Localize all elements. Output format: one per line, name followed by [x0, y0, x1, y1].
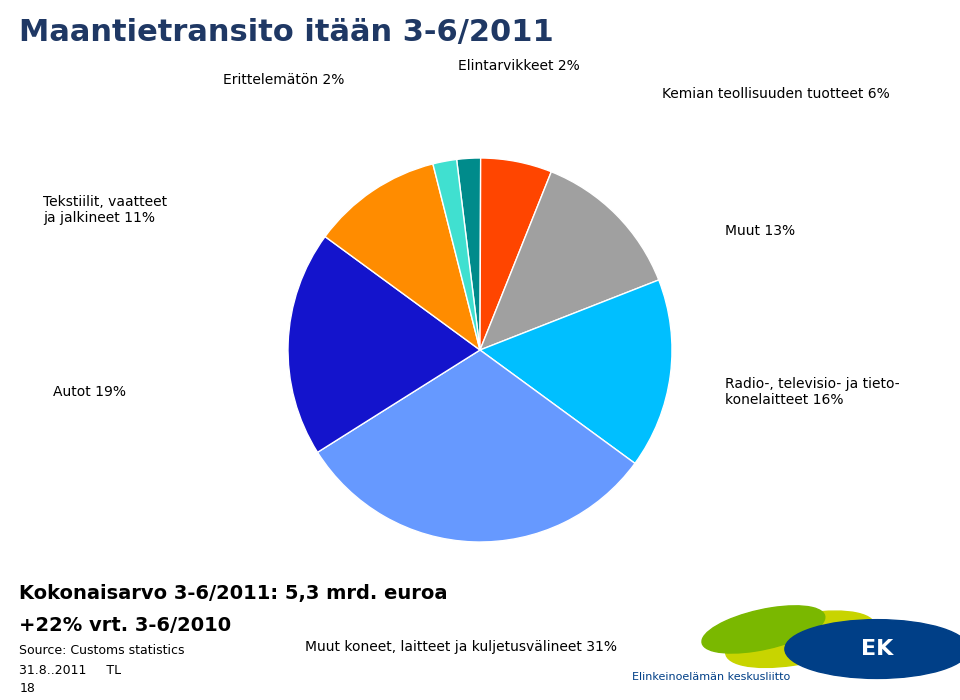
Text: EK: EK [861, 639, 893, 659]
Wedge shape [480, 172, 659, 350]
Ellipse shape [702, 606, 825, 653]
Text: 31.8..2011     TL: 31.8..2011 TL [19, 664, 121, 677]
Wedge shape [288, 237, 480, 452]
Text: Muut koneet, laitteet ja kuljetusvälineet 31%: Muut koneet, laitteet ja kuljetusvälinee… [304, 640, 616, 654]
Text: Tekstiilit, vaatteet
ja jalkineet 11%: Tekstiilit, vaatteet ja jalkineet 11% [43, 195, 167, 225]
Text: 18: 18 [19, 682, 36, 696]
Text: Source: Customs statistics: Source: Customs statistics [19, 644, 184, 657]
Text: Autot 19%: Autot 19% [53, 385, 126, 399]
Text: Elintarvikkeet 2%: Elintarvikkeet 2% [458, 60, 579, 74]
Text: Elinkeinoelämän keskusliitto: Elinkeinoelämän keskusliitto [632, 673, 790, 682]
Text: Maantietransito itään 3-6/2011: Maantietransito itään 3-6/2011 [19, 18, 554, 46]
Text: Radio-, televisio- ja tieto-
konelaitteet 16%: Radio-, televisio- ja tieto- konelaittee… [725, 377, 900, 407]
Text: Kokonaisarvo 3-6/2011: 5,3 mrd. euroa: Kokonaisarvo 3-6/2011: 5,3 mrd. euroa [19, 584, 447, 603]
Wedge shape [457, 158, 481, 350]
Wedge shape [433, 160, 480, 350]
Text: Muut 13%: Muut 13% [725, 224, 795, 238]
Text: Kemian teollisuuden tuotteet 6%: Kemian teollisuuden tuotteet 6% [662, 88, 890, 102]
Wedge shape [480, 158, 551, 350]
Circle shape [785, 620, 960, 678]
Wedge shape [318, 350, 635, 542]
Wedge shape [480, 280, 672, 463]
Text: +22% vrt. 3-6/2010: +22% vrt. 3-6/2010 [19, 616, 231, 635]
Wedge shape [325, 164, 480, 350]
Ellipse shape [726, 611, 875, 667]
Text: Erittelemätön 2%: Erittelemätön 2% [223, 74, 344, 88]
